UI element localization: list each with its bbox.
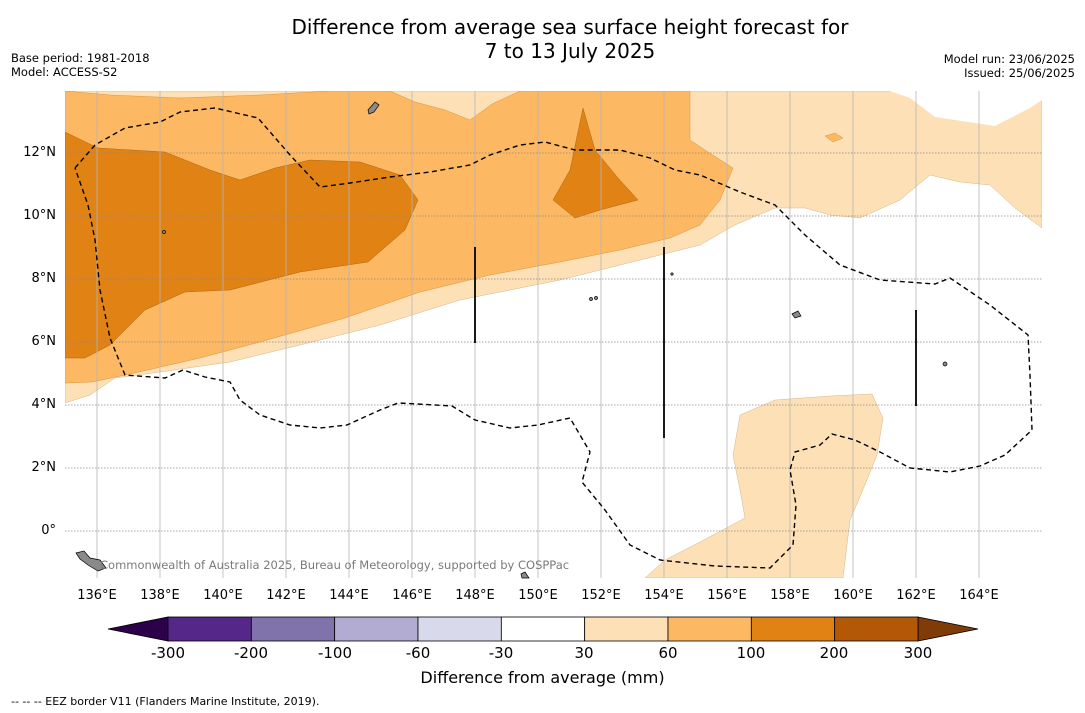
- lon-label: 142°E: [266, 588, 306, 603]
- colorbar-tick: -30: [488, 644, 514, 662]
- lat-label: 4°N: [31, 397, 57, 412]
- islands: [75, 101, 948, 579]
- lon-label: 162°E: [896, 588, 936, 603]
- meridian-gridlines: [96, 91, 980, 578]
- colorbar-tick: -200: [233, 644, 269, 662]
- colorbar-tick: 30: [574, 644, 594, 662]
- contour-60-100: [65, 91, 734, 384]
- contour-100-200: [65, 131, 419, 359]
- meta-left: Base period: 1981-2018 Model: ACCESS-S2: [11, 51, 150, 79]
- lat-label: 6°N: [31, 334, 57, 349]
- lon-label: 160°E: [833, 588, 873, 603]
- model-run-text: Model run: 23/06/2025: [943, 52, 1075, 66]
- colorbar-segment: [250, 616, 336, 642]
- base-period-text: Base period: 1981-2018: [11, 51, 150, 65]
- copyright-text: Commonwealth of Australia 2025, Bureau o…: [100, 558, 570, 572]
- colorbar-tick: -300: [150, 644, 186, 662]
- colorbar-tick: 300: [903, 644, 933, 662]
- lon-label: 152°E: [581, 588, 621, 603]
- lat-label: 8°N: [31, 271, 57, 286]
- colorbar-segment: [667, 616, 752, 642]
- map-title: Difference from average sea surface heig…: [170, 15, 970, 63]
- colorbar-segment: [500, 616, 586, 642]
- lat-label: 0°: [41, 523, 56, 538]
- lon-label: 156°E: [707, 588, 747, 603]
- colorbar-extend-low: [107, 616, 169, 642]
- colorbar-segment: [834, 616, 919, 642]
- lon-label: 164°E: [959, 588, 999, 603]
- issued-text: Issued: 25/06/2025: [964, 66, 1075, 80]
- colorbar-tick: 200: [819, 644, 849, 662]
- contour-gap-top: [890, 91, 1042, 126]
- colorbar-tick: 60: [658, 644, 678, 662]
- colorbar-segment: [584, 616, 669, 642]
- colorbar-extend-high: [917, 616, 979, 642]
- contour-30-60-south: [644, 393, 884, 578]
- parallel-gridlines: [65, 152, 1042, 532]
- eez-borders: [74, 107, 1033, 569]
- colorbar-tick: -100: [317, 644, 353, 662]
- colorbar-segment: [334, 616, 419, 642]
- boundary-lines: [474, 247, 917, 438]
- colorbar-segment: [167, 616, 252, 642]
- lon-label: 158°E: [770, 588, 810, 603]
- lon-label: 138°E: [140, 588, 180, 603]
- lon-label: 154°E: [644, 588, 684, 603]
- lat-label: 12°N: [23, 145, 56, 160]
- contour-100-200-small: [824, 132, 844, 143]
- lat-label: 10°N: [23, 208, 56, 223]
- lon-label: 148°E: [455, 588, 495, 603]
- colorbar-segment: [417, 616, 502, 642]
- lon-label: 140°E: [203, 588, 243, 603]
- colorbar-segment: [750, 616, 836, 642]
- lon-label: 144°E: [329, 588, 369, 603]
- title-line-1: Difference from average sea surface heig…: [291, 15, 849, 39]
- meta-right: Model run: 23/06/2025 Issued: 25/06/2025: [944, 52, 1075, 80]
- lon-label: 150°E: [518, 588, 558, 603]
- lon-label: 136°E: [77, 588, 117, 603]
- colorbar-tick: 100: [736, 644, 766, 662]
- model-text: Model: ACCESS-S2: [11, 65, 118, 79]
- colorbar-title: Difference from average (mm): [420, 668, 665, 687]
- title-line-2: 7 to 13 July 2025: [484, 39, 656, 63]
- lon-label: 146°E: [392, 588, 432, 603]
- lat-label: 2°N: [31, 460, 57, 475]
- eez-footnote: -- -- -- EEZ border V11 (Flanders Marine…: [11, 695, 320, 708]
- anomaly-contours: [65, 91, 1042, 578]
- colorbar-tick: -60: [405, 644, 431, 662]
- colorbar: [107, 616, 979, 642]
